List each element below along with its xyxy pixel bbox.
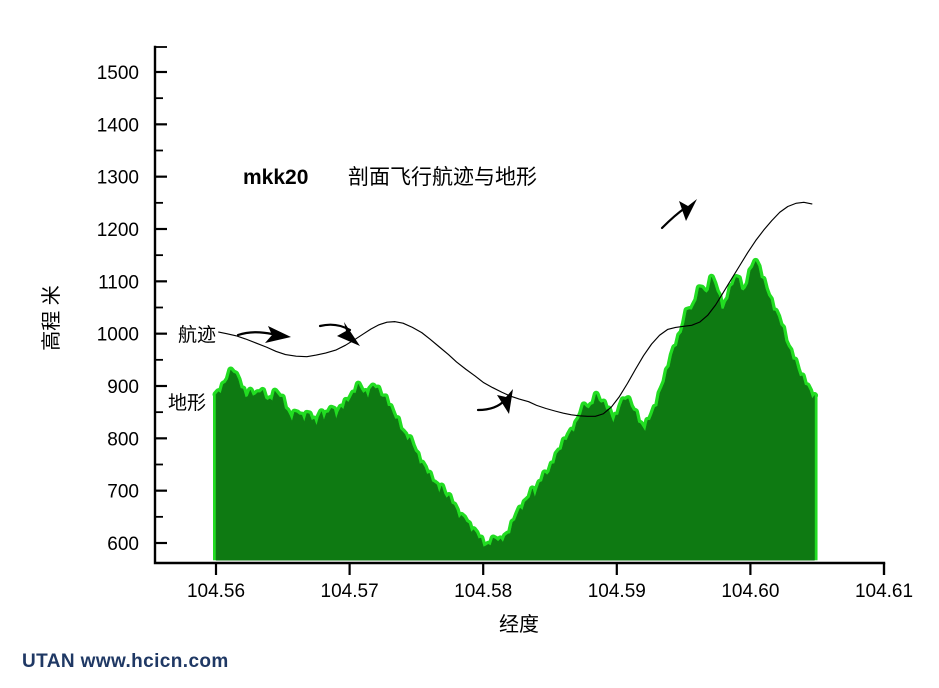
axis-spines: [153, 45, 886, 565]
x-axis-tick-labels: 104.56 104.57 104.58 104.59 104.60 104.61: [187, 581, 913, 602]
y-tick-label: 800: [107, 429, 139, 450]
footer-watermark: UTAN www.hcicn.com: [22, 651, 229, 672]
x-tick-label: 104.59: [588, 581, 646, 602]
y-tick-label: 900: [107, 377, 139, 398]
y-tick-label: 1100: [98, 272, 139, 293]
x-axis-title: 经度: [499, 613, 539, 636]
y-axis-tick-labels: 600 700 800 900 1000 1100 1200 1300 1400 1500: [97, 63, 139, 555]
flight-track-line: [218, 201, 813, 417]
x-tick-label: 104.57: [321, 581, 379, 602]
annotation-arrow-1: [236, 326, 291, 343]
arrow-4-head: [679, 199, 697, 221]
x-tick-label: 104.61: [855, 581, 913, 602]
y-tick-label: 1500: [97, 63, 139, 84]
flight-track-series: [218, 201, 813, 417]
terrain-fill-inner: [216, 264, 815, 561]
y-tick-label: 1000: [97, 325, 139, 346]
y-tick-label: 700: [107, 482, 139, 503]
chart-title-code: mkk20: [243, 166, 308, 189]
x-tick-label: 104.56: [187, 581, 245, 602]
annotation-arrow-3: [476, 389, 513, 414]
x-tick-label: 104.58: [454, 581, 512, 602]
arrow-1-head: [265, 326, 291, 343]
annotation-arrow-2: [318, 322, 360, 346]
terrain-area-series: [212, 257, 819, 561]
y-axis-title: 高程 米: [40, 285, 63, 351]
track-series-label: 航迹: [178, 324, 216, 346]
y-tick-label: 1400: [97, 115, 139, 136]
arrow-1-tail: [236, 331, 274, 337]
y-tick-label: 1200: [97, 220, 139, 241]
chart-title-label: 剖面飞行航迹与地形: [348, 165, 537, 189]
x-tick-label: 104.60: [721, 581, 779, 602]
y-axis-ticks: [155, 70, 167, 545]
y-tick-label: 600: [107, 534, 139, 555]
chart-axes: [153, 45, 886, 575]
terrain-series-label: 地形: [168, 392, 206, 414]
annotation-arrow-4: [660, 199, 697, 230]
y-tick-label: 1300: [97, 168, 139, 189]
arrow-3-head: [497, 389, 513, 414]
arrow-2-head: [337, 322, 360, 346]
